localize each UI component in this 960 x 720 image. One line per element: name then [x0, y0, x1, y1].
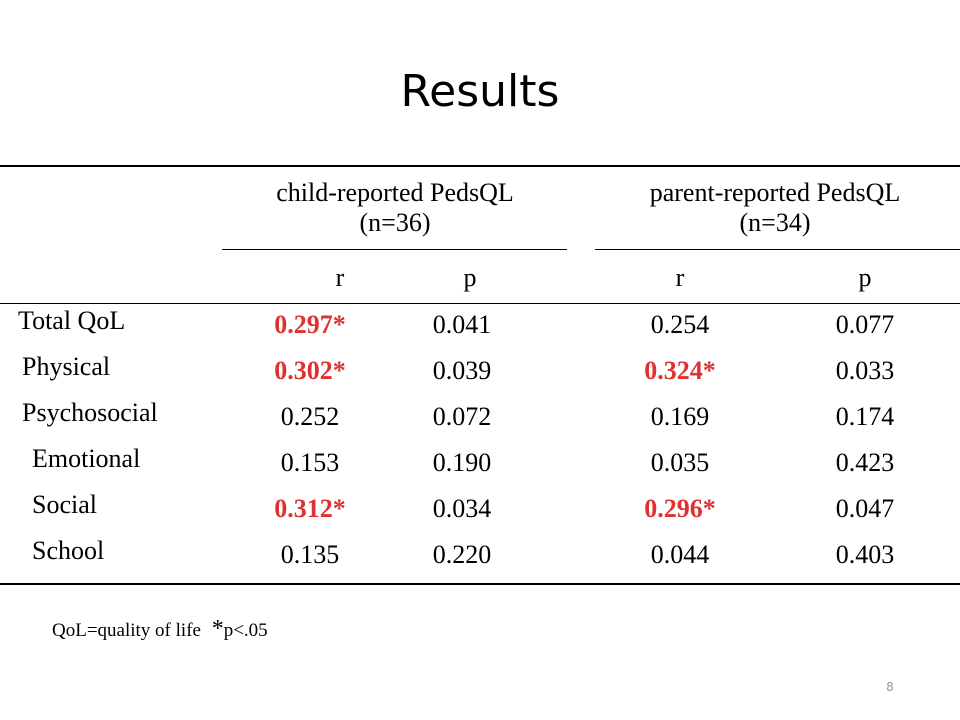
- table-cell: 0.312*: [274, 494, 346, 523]
- table-cell: 0.044: [650, 540, 710, 569]
- table-cell: 0.047: [835, 494, 895, 523]
- table-cell: 0.041: [432, 310, 492, 339]
- row-label: Emotional: [32, 444, 141, 473]
- subheader-parent-r: r: [675, 263, 685, 292]
- group-rule-child: [222, 249, 567, 250]
- group-header-parent-title: parent-reported PedsQL: [649, 178, 901, 207]
- row-label: Total QoL: [18, 306, 126, 335]
- table-cell: 0.135: [280, 540, 340, 569]
- group-header-child-n: (n=36): [359, 208, 431, 237]
- table-cell: 0.035: [650, 448, 710, 477]
- slide-title: Results: [400, 66, 560, 117]
- table-footnote: QoL=quality of life *p<.05: [52, 616, 268, 644]
- table-cell: 0.220: [432, 540, 492, 569]
- group-header-child-title: child-reported PedsQL: [276, 178, 514, 207]
- subheader-child-p: p: [463, 263, 477, 292]
- table-cell: 0.423: [835, 448, 895, 477]
- table-cell: 0.153: [280, 448, 340, 477]
- table-cell: 0.296*: [644, 494, 716, 523]
- group-header-parent-n: (n=34): [739, 208, 811, 237]
- table-cell: 0.297*: [274, 310, 346, 339]
- group-header-child: child-reported PedsQL (n=36): [220, 178, 570, 238]
- table-cell: 0.077: [835, 310, 895, 339]
- subheader-child-r: r: [335, 263, 345, 292]
- group-header-parent: parent-reported PedsQL (n=34): [590, 178, 960, 238]
- table-top-rule: [0, 165, 960, 167]
- table-cell: 0.169: [650, 402, 710, 431]
- table-cell: 0.252: [280, 402, 340, 431]
- subheader-parent-p: p: [858, 263, 872, 292]
- footnote-significance: p<.05: [223, 620, 268, 641]
- table-cell: 0.302*: [274, 356, 346, 385]
- table-cell: 0.174: [835, 402, 895, 431]
- table-cell: 0.033: [835, 356, 895, 385]
- table-cell: 0.403: [835, 540, 895, 569]
- table-cell: 0.254: [650, 310, 710, 339]
- table-cell: 0.190: [432, 448, 492, 477]
- footnote-abbreviation: QoL=quality of life: [52, 620, 201, 641]
- table-cell: 0.324*: [644, 356, 716, 385]
- table-cell: 0.034: [432, 494, 492, 523]
- subheader-bottom-rule: [0, 303, 960, 304]
- row-label: School: [32, 536, 105, 565]
- page-number: 8: [886, 680, 894, 694]
- row-label: Physical: [22, 352, 111, 381]
- table-cell: 0.072: [432, 402, 492, 431]
- group-rule-parent: [595, 249, 960, 250]
- footnote-star: *: [211, 616, 224, 642]
- row-label: Psychosocial: [22, 398, 158, 427]
- row-label: Social: [32, 490, 97, 519]
- table-bottom-rule: [0, 583, 960, 585]
- table-cell: 0.039: [432, 356, 492, 385]
